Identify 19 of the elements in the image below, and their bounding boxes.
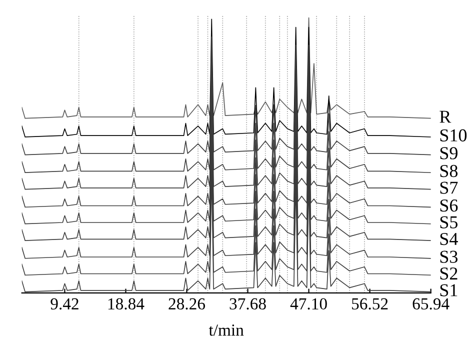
x-tick-label: 18.84 [108, 298, 144, 310]
series-label: S7 [440, 182, 458, 194]
x-tick-label: 65.94 [412, 298, 450, 310]
series-label: S9 [440, 147, 458, 160]
series-label: S8 [440, 164, 458, 178]
x-tick-label: 56.52 [352, 298, 388, 310]
series-label: S10 [440, 129, 467, 142]
series-label: S3 [440, 250, 458, 263]
x-tick-label: 37.68 [230, 298, 266, 310]
series-label: R [440, 110, 452, 123]
series-label: S1 [440, 284, 458, 296]
series-label: S5 [440, 216, 458, 228]
series-label: S4 [440, 232, 458, 246]
x-tick-label: 28.26 [168, 298, 206, 310]
x-axis-title: t/min [208, 324, 244, 336]
x-tick-label: 9.42 [50, 298, 78, 310]
series-label: S6 [440, 200, 458, 212]
x-tick-label: 47.10 [290, 298, 327, 310]
series-label: S2 [440, 267, 458, 280]
